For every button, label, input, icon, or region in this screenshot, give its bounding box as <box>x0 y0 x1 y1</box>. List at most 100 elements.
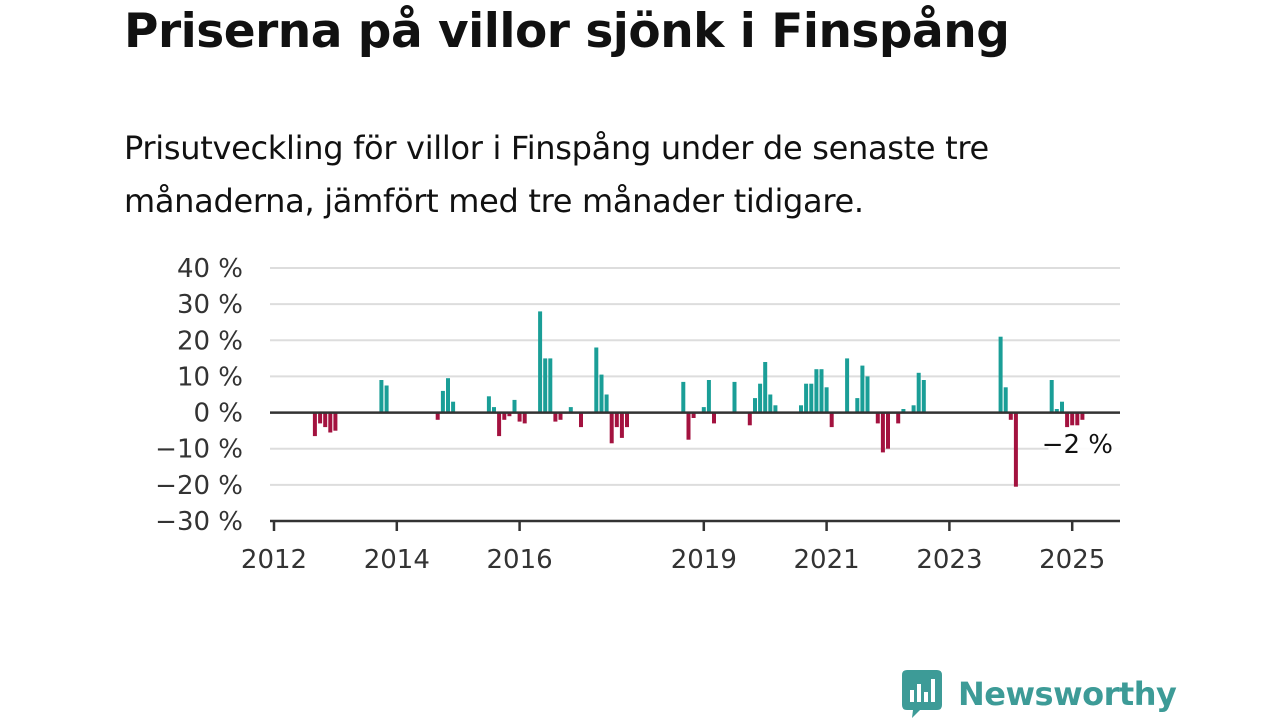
bar <box>312 412 317 437</box>
bar <box>486 396 491 413</box>
bar <box>1013 412 1018 487</box>
bar <box>880 412 885 453</box>
bar <box>1008 412 1013 420</box>
bar <box>691 412 696 418</box>
bar <box>911 405 916 413</box>
y-tick-label: −30 % <box>155 507 243 537</box>
bar <box>829 412 834 428</box>
bar <box>384 385 389 413</box>
bar <box>886 412 890 449</box>
bar <box>686 412 691 440</box>
bar <box>875 412 880 424</box>
annotation-background <box>1048 435 1121 470</box>
x-tick-label: 2023 <box>916 545 982 575</box>
bar <box>860 365 865 413</box>
bar <box>681 381 686 413</box>
bar-chart-speech-bubble-icon <box>902 670 942 718</box>
bar <box>512 399 517 413</box>
bar <box>328 412 333 433</box>
bar <box>701 407 706 413</box>
bar <box>1080 412 1085 420</box>
y-tick-label: 40 % <box>177 254 243 284</box>
bars <box>312 311 1085 487</box>
bar <box>855 398 860 413</box>
bar <box>916 372 921 413</box>
last-value-annotation: −2 % <box>1042 430 1113 460</box>
bar <box>446 378 450 413</box>
bar <box>558 412 563 420</box>
chart-subtitle: Prisutveckling för villor i Finspång und… <box>124 129 989 220</box>
bar <box>747 412 752 426</box>
bar <box>809 383 814 413</box>
bar <box>553 412 558 422</box>
bar <box>768 394 773 413</box>
bar <box>609 412 614 444</box>
bar <box>1054 409 1059 413</box>
bar <box>1049 380 1054 413</box>
bar <box>451 401 456 413</box>
bar <box>625 412 629 428</box>
gridlines <box>270 267 1120 486</box>
bar <box>517 412 522 422</box>
bar <box>435 412 440 420</box>
bar <box>799 405 803 413</box>
bar <box>865 376 870 413</box>
x-tick-label: 2014 <box>364 545 430 575</box>
y-tick-label: 30 % <box>177 290 243 320</box>
newsworthy-logo: Newsworthy <box>902 670 1177 718</box>
bar <box>548 358 553 413</box>
chart-title: Priserna på villor sjönk i Finspång <box>124 4 1010 59</box>
bar <box>333 412 338 431</box>
bar <box>323 412 328 428</box>
bar <box>502 412 507 420</box>
bar <box>568 407 573 413</box>
bar <box>507 412 512 417</box>
axes <box>270 411 1120 523</box>
bar <box>814 369 819 413</box>
bar <box>896 412 901 424</box>
bar <box>706 380 711 413</box>
bar <box>440 390 445 413</box>
y-tick-label: 20 % <box>177 326 243 356</box>
bar <box>1060 401 1064 413</box>
y-tick-label: −20 % <box>155 471 243 501</box>
bar-chart: 40 % 30 % 20 % 10 % 0 % −10 % −20 % −30 % 2012 2… <box>155 254 1121 575</box>
bar <box>1075 412 1080 426</box>
bar <box>845 358 850 413</box>
x-tick-label: 2025 <box>1039 545 1105 575</box>
bar <box>579 412 583 428</box>
bar <box>543 358 548 413</box>
bar <box>594 347 599 413</box>
bar <box>538 311 543 413</box>
bar <box>1065 412 1070 428</box>
x-tick-label: 2019 <box>671 545 737 575</box>
bar <box>732 381 737 413</box>
bar <box>758 383 763 413</box>
bar <box>522 412 527 424</box>
y-tick-label: −10 % <box>155 435 243 465</box>
bar <box>599 374 604 413</box>
x-tick-label: 2016 <box>487 545 553 575</box>
bar <box>824 387 829 413</box>
bar <box>379 380 384 413</box>
bar <box>614 412 619 428</box>
bar <box>318 412 323 424</box>
bar <box>497 412 502 437</box>
bar <box>921 380 926 413</box>
y-tick-label: 0 % <box>193 399 243 429</box>
x-tick-label: 2012 <box>241 545 307 575</box>
bar <box>763 362 768 413</box>
y-tick-label: 10 % <box>177 362 243 392</box>
bar <box>712 412 716 424</box>
bar <box>1003 387 1008 413</box>
brand-name: Newsworthy <box>958 675 1177 713</box>
bar <box>819 369 824 413</box>
y-axis-labels: 40 % 30 % 20 % 10 % 0 % −10 % −20 % −30 % <box>155 254 243 537</box>
bar <box>901 409 906 413</box>
bar <box>619 412 624 438</box>
bar <box>804 383 809 413</box>
annotation-group: −2 % <box>1042 430 1121 470</box>
bar <box>492 407 496 413</box>
bar <box>773 405 778 413</box>
bar <box>604 394 609 413</box>
